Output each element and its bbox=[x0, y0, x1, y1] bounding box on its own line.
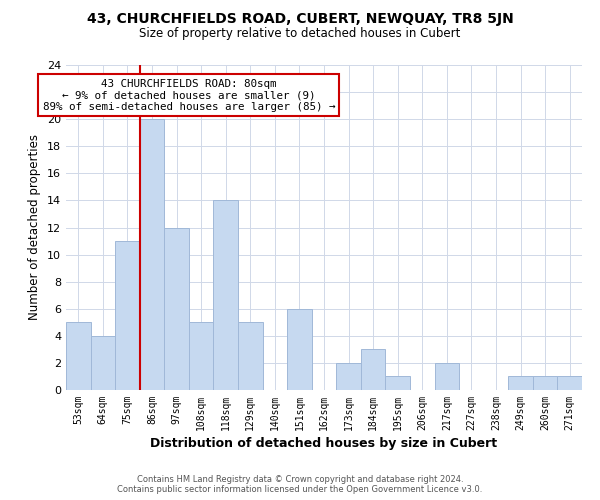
Bar bbox=[533, 376, 557, 390]
Text: 43 CHURCHFIELDS ROAD: 80sqm
← 9% of detached houses are smaller (9)
89% of semi-: 43 CHURCHFIELDS ROAD: 80sqm ← 9% of deta… bbox=[43, 78, 335, 112]
Bar bbox=[189, 322, 214, 390]
Bar bbox=[385, 376, 410, 390]
Bar bbox=[164, 228, 189, 390]
Y-axis label: Number of detached properties: Number of detached properties bbox=[28, 134, 41, 320]
Text: Contains public sector information licensed under the Open Government Licence v3: Contains public sector information licen… bbox=[118, 484, 482, 494]
Bar bbox=[434, 363, 459, 390]
Bar bbox=[508, 376, 533, 390]
Bar bbox=[91, 336, 115, 390]
Bar bbox=[361, 350, 385, 390]
Bar bbox=[66, 322, 91, 390]
Bar bbox=[557, 376, 582, 390]
Bar bbox=[238, 322, 263, 390]
Text: Contains HM Land Registry data © Crown copyright and database right 2024.: Contains HM Land Registry data © Crown c… bbox=[137, 474, 463, 484]
Bar bbox=[287, 308, 312, 390]
Bar bbox=[214, 200, 238, 390]
Text: Size of property relative to detached houses in Cubert: Size of property relative to detached ho… bbox=[139, 28, 461, 40]
Bar bbox=[336, 363, 361, 390]
Bar bbox=[140, 119, 164, 390]
Bar bbox=[115, 241, 140, 390]
Text: 43, CHURCHFIELDS ROAD, CUBERT, NEWQUAY, TR8 5JN: 43, CHURCHFIELDS ROAD, CUBERT, NEWQUAY, … bbox=[86, 12, 514, 26]
X-axis label: Distribution of detached houses by size in Cubert: Distribution of detached houses by size … bbox=[151, 437, 497, 450]
